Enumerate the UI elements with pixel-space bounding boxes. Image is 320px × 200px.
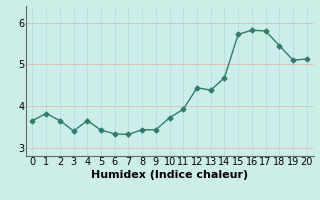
X-axis label: Humidex (Indice chaleur): Humidex (Indice chaleur) [91,170,248,180]
